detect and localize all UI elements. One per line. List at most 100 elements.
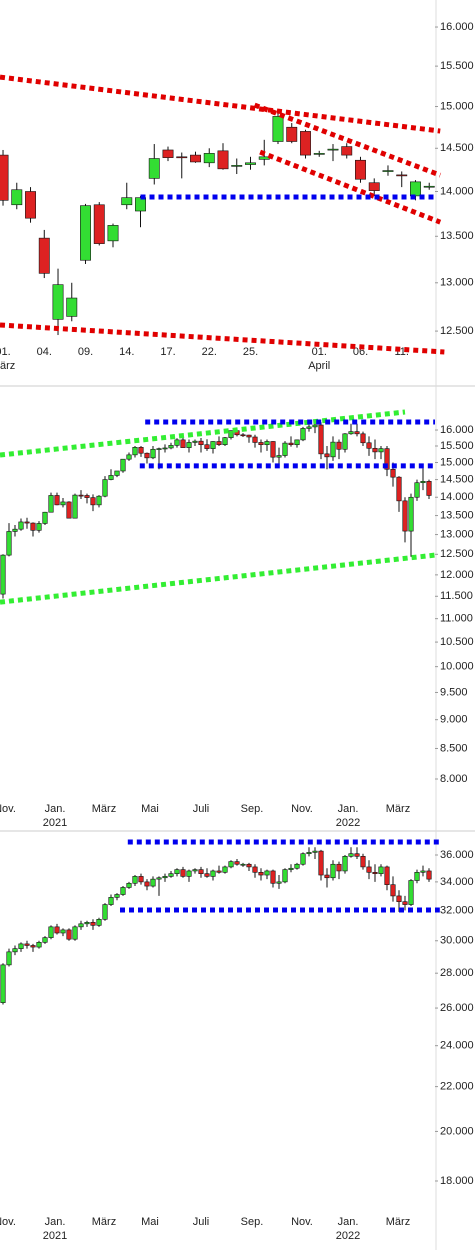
- x-tick-sublabel: April: [308, 360, 330, 372]
- x-tick-label: Jan.: [45, 1216, 66, 1228]
- candle-body: [66, 501, 72, 519]
- trend-line: [0, 322, 445, 355]
- candle-body: [216, 870, 222, 873]
- candle-body: [162, 149, 174, 158]
- candle-body: [198, 440, 204, 446]
- candle-body: [174, 869, 180, 874]
- candle-body: [102, 479, 108, 497]
- candle-body: [156, 448, 162, 450]
- x-tick-label: 17.: [160, 346, 175, 358]
- x-tick-label: Juli: [193, 803, 210, 815]
- candle-body: [348, 431, 354, 435]
- candle-body: [276, 455, 282, 458]
- y-tick-label: 16.000: [440, 21, 474, 33]
- candle-body: [108, 897, 114, 905]
- candle-body: [30, 522, 36, 531]
- y-tick-label: 32.000: [440, 904, 474, 916]
- candle-body: [231, 165, 243, 167]
- candle-body: [120, 887, 126, 895]
- x-tick-label: 22.: [202, 346, 217, 358]
- candle-body: [408, 496, 414, 532]
- candle-body: [198, 869, 204, 874]
- candle-body: [60, 501, 66, 506]
- candle-body: [342, 856, 348, 872]
- candle-body: [203, 153, 215, 164]
- candle-body: [390, 884, 396, 897]
- candle-body: [0, 154, 9, 201]
- candle-body: [66, 297, 78, 317]
- candle-body: [162, 876, 168, 879]
- x-tick-sublabel: 2022: [336, 1230, 360, 1242]
- y-tick-label: 16.000: [440, 424, 474, 436]
- candle-body: [384, 448, 390, 470]
- x-tick-label: 06.: [353, 346, 368, 358]
- y-tick-label: 8.500: [440, 742, 468, 754]
- x-tick-label: März: [92, 803, 116, 815]
- candle-body: [48, 926, 54, 938]
- candle-body: [228, 861, 234, 868]
- candle-body: [300, 131, 311, 156]
- candle-body: [288, 442, 294, 446]
- candle-body: [84, 495, 90, 498]
- candle-body: [368, 182, 380, 191]
- x-tick-label: Jan.: [338, 1216, 359, 1228]
- candle-body: [396, 476, 402, 502]
- y-tick-label: 14.500: [440, 142, 474, 154]
- candle-body: [234, 861, 240, 865]
- y-tick-label: 13.000: [440, 528, 474, 540]
- candle-body: [402, 901, 408, 905]
- candle-body: [264, 441, 270, 446]
- candle-body: [204, 444, 210, 449]
- y-tick-label: 12.000: [440, 569, 474, 581]
- candle-body: [342, 433, 348, 450]
- candle-body: [210, 870, 216, 877]
- candle-body: [138, 876, 144, 883]
- y-tick-label: 36.000: [440, 849, 474, 861]
- y-tick-label: 11.000: [440, 613, 473, 625]
- candle-body: [126, 454, 132, 460]
- candle-body: [12, 528, 18, 532]
- y-tick-label: 26.000: [440, 1002, 474, 1014]
- candle-body: [204, 873, 210, 877]
- candle-body: [336, 863, 342, 872]
- y-tick-label: 20.000: [440, 1125, 474, 1137]
- y-tick-label: 13.500: [440, 230, 474, 242]
- candle-body: [72, 926, 78, 940]
- candle-body: [245, 162, 256, 165]
- candle-body: [354, 853, 360, 857]
- candle-body: [330, 441, 336, 458]
- candle-body: [80, 205, 91, 261]
- candle-body: [162, 447, 168, 450]
- y-tick-label: 9.000: [440, 714, 468, 726]
- candle-body: [222, 437, 228, 446]
- y-tick-label: 14.500: [440, 473, 474, 485]
- candle-body: [420, 481, 426, 484]
- candle-body: [180, 869, 186, 877]
- candle-body: [246, 434, 252, 438]
- candle-body: [11, 189, 23, 206]
- candle-body: [318, 850, 324, 876]
- candle-body: [426, 481, 432, 496]
- candle-body: [144, 452, 150, 459]
- candle-body: [294, 863, 300, 869]
- candle-body: [168, 445, 174, 449]
- candle-body: [148, 158, 160, 179]
- candle-body: [24, 521, 30, 524]
- trend-line: [0, 74, 441, 134]
- y-tick-label: 28.000: [440, 967, 474, 979]
- candle-body: [0, 554, 6, 595]
- candle-body: [186, 870, 192, 877]
- candle-body: [324, 874, 330, 879]
- x-tick-label: Juli: [193, 1216, 210, 1228]
- y-tick-label: 24.000: [440, 1040, 474, 1052]
- candle-body: [414, 482, 420, 498]
- candle-body: [228, 430, 234, 438]
- candle-body: [54, 926, 60, 934]
- candle-body: [282, 869, 288, 883]
- candle-body: [144, 881, 150, 887]
- x-tick-label: Jan.: [45, 803, 66, 815]
- candle-body: [18, 521, 24, 530]
- candle-body: [52, 284, 64, 320]
- candle-body: [176, 156, 188, 159]
